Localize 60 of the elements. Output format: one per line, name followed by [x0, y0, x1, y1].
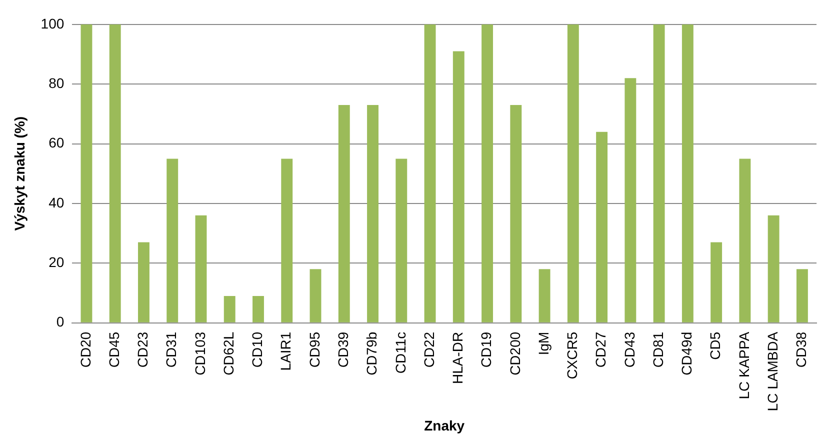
x-tick-label: CD31 — [163, 332, 180, 368]
x-tick-label: CD81 — [650, 332, 666, 368]
bar — [653, 24, 665, 322]
y-tick-label: 80 — [48, 74, 64, 91]
bar — [452, 51, 464, 322]
bar — [166, 158, 178, 322]
bar — [138, 242, 150, 322]
bar — [195, 215, 207, 322]
y-axis-title: Výskyt znaku (%) — [11, 116, 28, 231]
x-tick-label: CD23 — [134, 332, 151, 368]
x-tick-label: CD5 — [707, 332, 724, 360]
bar — [109, 24, 121, 322]
bar — [224, 296, 236, 322]
x-tick-label: CD95 — [306, 332, 322, 368]
bar — [739, 158, 751, 322]
y-tick-label: 60 — [48, 134, 64, 151]
y-tick-label: 0 — [56, 314, 64, 330]
x-tick-label: CD103 — [192, 332, 208, 376]
x-tick-label: CD38 — [793, 332, 810, 368]
bar — [538, 269, 550, 322]
bar — [424, 24, 436, 322]
bar — [367, 104, 378, 322]
bar — [338, 104, 350, 322]
bar — [482, 24, 494, 322]
x-tick-label: CD62L — [220, 332, 236, 376]
x-tick-label: CD200 — [506, 332, 523, 376]
x-tick-label: CD49d — [678, 332, 695, 376]
bar — [281, 158, 293, 322]
bar — [768, 215, 780, 322]
x-tick-label: CD45 — [106, 332, 122, 368]
x-tick-label: CD43 — [621, 332, 638, 368]
x-tick-label: CXCR5 — [564, 332, 580, 380]
bar — [624, 78, 636, 322]
x-tick-label: CD79b — [364, 332, 380, 376]
x-tick-label: CD20 — [77, 332, 94, 368]
x-tick-label: CD27 — [592, 332, 609, 368]
x-tick-label: CD22 — [420, 332, 437, 368]
bar — [710, 242, 722, 322]
x-axis-title: Znaky — [424, 417, 465, 434]
bar — [80, 24, 92, 322]
bar — [396, 158, 408, 322]
bar — [252, 296, 264, 322]
bar — [310, 269, 322, 322]
x-tick-label: LC KAPPA — [736, 331, 752, 400]
x-tick-label: LAIR1 — [278, 332, 294, 371]
bar — [596, 132, 608, 322]
y-tick-label: 40 — [48, 194, 64, 210]
x-tick-label: CD11c — [392, 332, 408, 374]
x-tick-label: CD19 — [478, 332, 494, 368]
y-tick-label: 100 — [40, 15, 64, 32]
x-tick-label: LC LAMBDA — [764, 331, 780, 412]
y-tick-label: 20 — [48, 254, 64, 270]
bar — [510, 104, 522, 322]
bar — [796, 269, 808, 322]
x-tick-label: IgM — [535, 332, 552, 356]
bar — [682, 24, 694, 322]
bar — [567, 24, 579, 322]
x-tick-label: CD39 — [334, 332, 351, 368]
x-tick-label: CD10 — [249, 332, 266, 368]
x-tick-label: HLA-DR — [450, 332, 466, 384]
